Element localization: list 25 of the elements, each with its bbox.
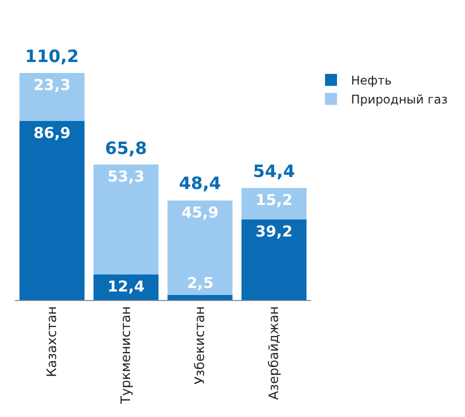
data-label: 15,2 [255,190,293,209]
x-tick-label: Узбекистан [193,306,208,385]
total-label: 65,8 [105,139,147,159]
bar [167,200,233,295]
data-label: 23,3 [33,76,71,94]
bar [241,188,307,220]
legend-label: Нефть [351,74,392,88]
data-label: 45,9 [181,203,219,222]
bar [241,219,307,300]
legend-label: Природный газ [351,92,448,107]
x-tick-label: Казахстан [45,306,60,378]
bar [93,164,159,274]
x-tick-label: Туркменистан [119,306,134,405]
data-label: 39,2 [255,222,293,240]
data-label: 12,4 [107,277,145,296]
total-label: 54,4 [253,162,296,182]
total-label: 110,2 [25,47,79,67]
bar [167,294,233,300]
data-label: 53,3 [107,168,145,186]
data-label: 86,9 [33,124,71,142]
total-label: 48,4 [179,174,222,194]
data-label: 2,5 [187,274,214,292]
bar [19,73,85,121]
bar [19,121,85,300]
x-tick-label: Азербайджан [267,306,282,400]
